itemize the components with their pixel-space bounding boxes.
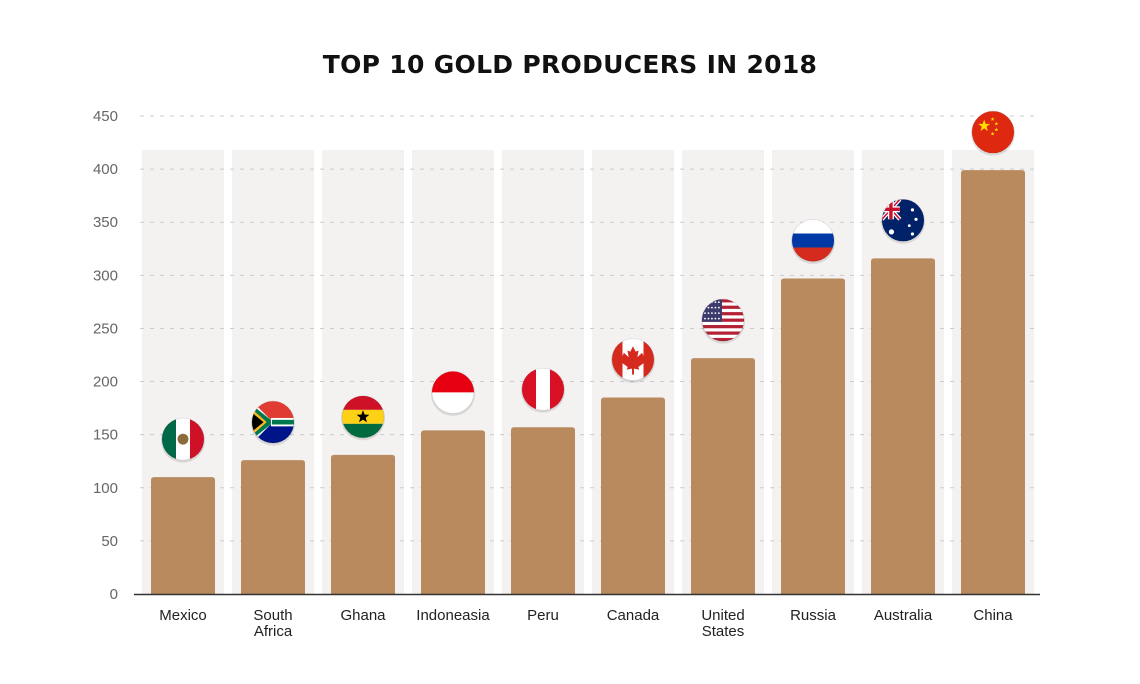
ghana-flag-icon (341, 395, 385, 441)
x-category-label: China (973, 607, 1013, 624)
bar (421, 430, 485, 594)
bar (871, 258, 935, 594)
bar (961, 170, 1025, 594)
y-tick-label: 400 (93, 161, 118, 178)
peru-flag-icon (521, 367, 565, 413)
y-tick-label: 300 (93, 267, 118, 284)
bar (691, 358, 755, 594)
y-tick-label: 150 (93, 427, 118, 444)
x-category-label: Australia (874, 607, 933, 624)
x-category-label: Peru (527, 607, 559, 624)
bar (511, 427, 575, 594)
y-tick-label: 450 (93, 108, 118, 125)
y-tick-label: 250 (93, 320, 118, 337)
y-tick-label: 350 (93, 214, 118, 231)
x-category-label: United States (701, 607, 744, 640)
x-category-label: Indoneasia (416, 607, 490, 624)
y-tick-label: 100 (93, 480, 118, 497)
y-tick-label: 50 (101, 533, 118, 550)
x-category-label: Ghana (340, 607, 386, 624)
y-tick-label: 200 (93, 374, 118, 391)
canada-flag-icon (611, 337, 655, 383)
united-states-flag-icon (701, 298, 745, 344)
australia-flag-icon (881, 198, 925, 244)
bar (241, 460, 305, 594)
x-category-label: Russia (790, 607, 837, 624)
bar (601, 397, 665, 594)
bar (151, 477, 215, 594)
bar (331, 454, 395, 594)
south-africa-flag-icon (251, 400, 295, 446)
russia-flag-icon (791, 219, 835, 265)
chart-title: TOP 10 GOLD PRODUCERS IN 2018 (322, 50, 818, 79)
y-tick-label: 0 (110, 586, 118, 603)
indonesia-flag-icon (431, 370, 475, 416)
x-category-label: Mexico (159, 607, 207, 624)
x-category-label: Canada (607, 607, 660, 624)
china-flag-icon (971, 110, 1015, 156)
mexico-flag-icon (161, 417, 205, 463)
bar (781, 278, 845, 594)
x-category-label: South Africa (253, 607, 292, 640)
